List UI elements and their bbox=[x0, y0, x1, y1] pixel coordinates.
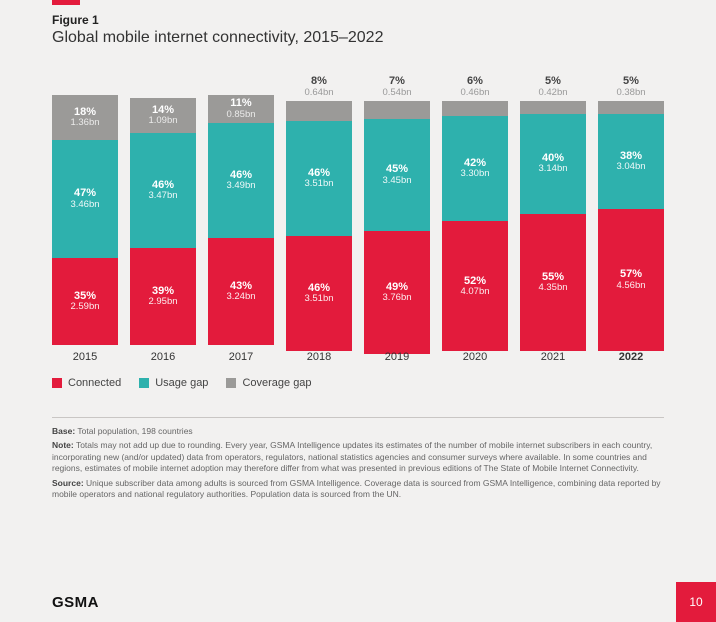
connected-segment: 39%2.95bn bbox=[130, 248, 196, 346]
connected-segment: 49%3.76bn bbox=[364, 231, 430, 354]
coverage-top-label: 5%0.42bn bbox=[520, 75, 586, 98]
bar-2015: 18%1.36bn47%3.46bn35%2.59bn bbox=[52, 75, 118, 345]
legend-swatch bbox=[226, 378, 236, 388]
usage-segment: 42%3.30bn bbox=[442, 116, 508, 221]
x-label: 2019 bbox=[364, 351, 430, 363]
x-label: 2017 bbox=[208, 351, 274, 363]
coverage-segment bbox=[520, 101, 586, 114]
coverage-segment bbox=[598, 101, 664, 114]
legend-label: Connected bbox=[68, 377, 121, 389]
usage-segment: 40%3.14bn bbox=[520, 114, 586, 214]
source-text: Unique subscriber data among adults is s… bbox=[52, 478, 661, 499]
bar-2020: 6%0.46bn42%3.30bn52%4.07bn bbox=[442, 75, 508, 345]
legend-item: Usage gap bbox=[139, 377, 208, 389]
legend-swatch bbox=[139, 378, 149, 388]
coverage-segment bbox=[364, 101, 430, 119]
legend: Connected Usage gap Coverage gap bbox=[52, 377, 664, 389]
coverage-segment bbox=[286, 101, 352, 121]
x-label: 2015 bbox=[52, 351, 118, 363]
page-number: 10 bbox=[676, 582, 716, 622]
x-axis: 2015 2016 2017 2018 2019 2020 2021 2022 bbox=[52, 351, 664, 363]
coverage-segment: 14%1.09bn bbox=[130, 98, 196, 133]
legend-label: Usage gap bbox=[155, 377, 208, 389]
x-label: 2018 bbox=[286, 351, 352, 363]
coverage-top-label: 7%0.54bn bbox=[364, 75, 430, 98]
bar-2019: 7%0.54bn45%3.45bn49%3.76bn bbox=[364, 75, 430, 345]
bar-2017: 11%0.85bn46%3.49bn43%3.24bn bbox=[208, 75, 274, 345]
stacked-bar-chart: 18%1.36bn47%3.46bn35%2.59bn14%1.09bn46%3… bbox=[52, 75, 664, 345]
source-label: Source: bbox=[52, 478, 84, 488]
coverage-top-label bbox=[208, 75, 274, 89]
legend-item: Connected bbox=[52, 377, 121, 389]
usage-segment: 46%3.51bn bbox=[286, 121, 352, 236]
divider bbox=[52, 417, 664, 418]
usage-segment: 38%3.04bn bbox=[598, 114, 664, 209]
connected-segment: 55%4.35bn bbox=[520, 214, 586, 352]
coverage-top-label: 8%0.64bn bbox=[286, 75, 352, 98]
footnotes: Base: Total population, 198 countries No… bbox=[52, 426, 664, 501]
bar-2021: 5%0.42bn40%3.14bn55%4.35bn bbox=[520, 75, 586, 345]
note-text: Totals may not add up due to rounding. E… bbox=[52, 440, 652, 473]
bar-2018: 8%0.64bn46%3.51bn46%3.51bn bbox=[286, 75, 352, 345]
bar-2022: 5%0.38bn38%3.04bn57%4.56bn bbox=[598, 75, 664, 345]
coverage-top-label bbox=[130, 75, 196, 89]
connected-segment: 35%2.59bn bbox=[52, 258, 118, 346]
connected-segment: 57%4.56bn bbox=[598, 209, 664, 352]
accent-bar bbox=[52, 0, 80, 5]
usage-segment: 46%3.47bn bbox=[130, 133, 196, 248]
coverage-segment: 18%1.36bn bbox=[52, 95, 118, 140]
footer: GSMA 10 bbox=[0, 582, 716, 622]
usage-segment: 46%3.49bn bbox=[208, 123, 274, 238]
x-label: 2016 bbox=[130, 351, 196, 363]
legend-item: Coverage gap bbox=[226, 377, 311, 389]
base-label: Base: bbox=[52, 426, 75, 436]
coverage-top-label: 6%0.46bn bbox=[442, 75, 508, 98]
gsma-logo: GSMA bbox=[52, 594, 99, 611]
usage-segment: 47%3.46bn bbox=[52, 140, 118, 258]
legend-label: Coverage gap bbox=[242, 377, 311, 389]
coverage-segment bbox=[442, 101, 508, 116]
coverage-top-label bbox=[52, 75, 118, 89]
connected-segment: 43%3.24bn bbox=[208, 238, 274, 346]
connected-segment: 52%4.07bn bbox=[442, 221, 508, 351]
connected-segment: 46%3.51bn bbox=[286, 236, 352, 351]
bar-2016: 14%1.09bn46%3.47bn39%2.95bn bbox=[130, 75, 196, 345]
usage-segment: 45%3.45bn bbox=[364, 119, 430, 232]
x-label: 2020 bbox=[442, 351, 508, 363]
x-label: 2022 bbox=[598, 351, 664, 363]
figure-label: Figure 1 bbox=[52, 13, 664, 27]
base-text: Total population, 198 countries bbox=[77, 426, 192, 436]
x-label: 2021 bbox=[520, 351, 586, 363]
chart-title: Global mobile internet connectivity, 201… bbox=[52, 29, 664, 47]
coverage-segment: 11%0.85bn bbox=[208, 95, 274, 123]
coverage-top-label: 5%0.38bn bbox=[598, 75, 664, 98]
legend-swatch bbox=[52, 378, 62, 388]
note-label: Note: bbox=[52, 440, 74, 450]
